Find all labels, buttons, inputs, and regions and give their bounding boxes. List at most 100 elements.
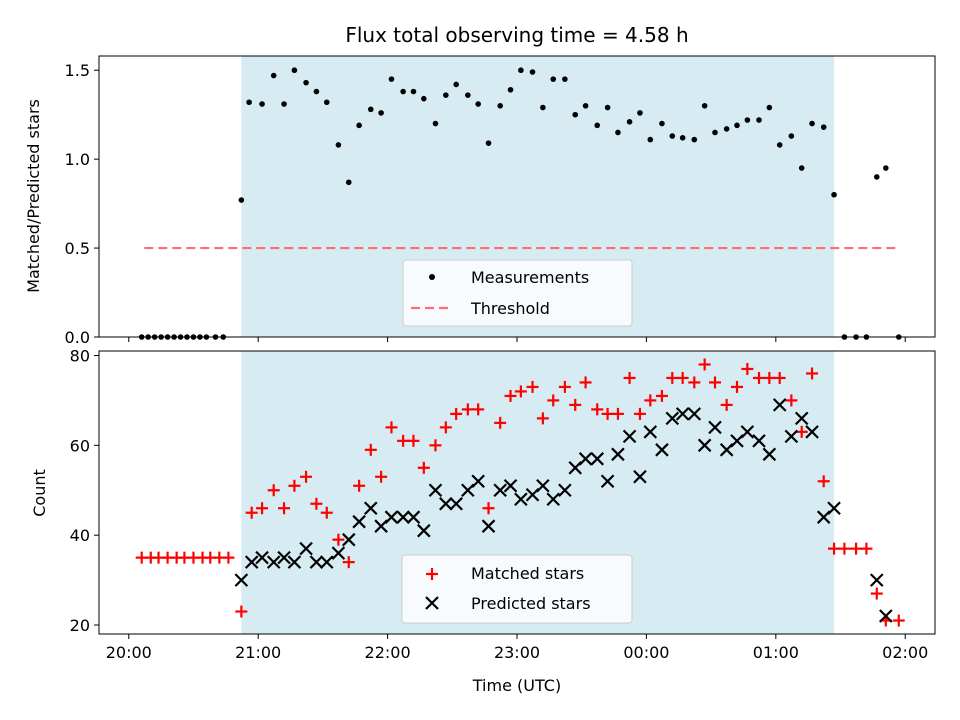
matched-star-point	[222, 551, 235, 564]
x-tick-label: 02:00	[882, 643, 928, 662]
matched-star-point	[601, 407, 614, 420]
legend-predicted-label: Predicted stars	[471, 594, 591, 613]
measurement-point	[356, 122, 362, 129]
matched-star-point	[300, 470, 313, 483]
measurement-point	[291, 67, 298, 74]
matched-star-point	[450, 407, 463, 420]
measurement-point	[712, 129, 718, 136]
measurement-point	[238, 197, 245, 203]
measurement-point	[582, 102, 589, 109]
predicted-star-point	[493, 483, 507, 498]
measurement-point	[497, 102, 503, 109]
matched-star-point	[892, 614, 905, 627]
measurement-point	[691, 136, 698, 143]
y-tick-label: 40	[70, 526, 90, 545]
measurement-point	[572, 111, 579, 118]
predicted-star-point	[309, 555, 324, 569]
matched-star-point	[817, 475, 830, 488]
predicted-star-point	[784, 429, 799, 444]
matched-star-point	[579, 376, 592, 389]
measurement-point	[400, 88, 406, 95]
predicted-star-point	[805, 425, 819, 439]
matched-star-point	[741, 362, 754, 375]
predicted-star-point	[352, 514, 366, 529]
predicted-star-point	[772, 398, 787, 412]
legend-threshold-label: Threshold	[470, 299, 550, 318]
predicted-star-point	[643, 425, 658, 439]
predicted-star-point	[869, 573, 884, 587]
predicted-star-point	[428, 483, 443, 498]
predicted-star-point	[439, 496, 453, 511]
matched-star-point	[753, 371, 765, 384]
count-points	[135, 358, 905, 627]
measurement-point	[529, 69, 536, 75]
y-tick-label: 20	[70, 616, 90, 635]
matched-star-point	[504, 389, 517, 402]
measurement-point	[550, 76, 557, 82]
predicted-star-point	[611, 447, 625, 462]
top-y-axis: 0.0 0.5 1.0 1.5	[65, 61, 99, 347]
predicted-star-point	[341, 532, 356, 547]
matched-star-point	[245, 506, 258, 519]
matched-star-point	[763, 371, 776, 384]
measurement-point	[766, 104, 773, 111]
matched-star-point	[795, 425, 808, 438]
measurement-point	[659, 120, 665, 127]
matched-star-point	[256, 502, 269, 515]
predicted-star-point	[794, 411, 809, 426]
matched-star-point	[397, 434, 410, 447]
bottom-y-axis: 20 40 60 80	[70, 346, 99, 635]
matched-star-point	[828, 542, 841, 555]
predicted-star-point	[827, 501, 841, 516]
matched-star-point	[472, 403, 485, 416]
measurement-point	[281, 101, 287, 107]
predicted-star-point	[762, 447, 777, 462]
predicted-star-point	[299, 541, 313, 556]
measurement-point	[744, 117, 751, 123]
y-tick-label: 60	[70, 436, 90, 455]
measurement-point	[798, 165, 805, 171]
measurement-point	[669, 133, 676, 139]
matched-star-point	[644, 394, 657, 407]
measurement-point	[388, 76, 395, 82]
measurement-point	[883, 165, 889, 171]
predicted-star-point	[687, 407, 702, 421]
matched-star-point	[785, 394, 798, 407]
predicted-star-point	[546, 492, 561, 507]
measurement-point	[432, 120, 439, 127]
matched-star-point	[569, 398, 582, 411]
x-tick-label: 00:00	[623, 643, 669, 662]
measurement-point	[246, 99, 252, 106]
bottom-panel: 20 40 60 80 20:00 21:00 22:00 23:00 00:00 01:00 0…	[30, 346, 936, 695]
measurement-point	[594, 122, 601, 129]
measurement-points	[138, 67, 902, 340]
matched-star-point	[688, 376, 701, 389]
bottom-x-axis: 20:00 21:00 22:00 23:00 00:00 01:00 02:00	[106, 634, 928, 662]
measurement-point	[453, 81, 459, 88]
y-tick-label: 0.5	[65, 239, 90, 258]
y-tick-label: 1.0	[65, 150, 90, 169]
predicted-star-point	[622, 429, 637, 444]
measurement-point	[788, 133, 795, 139]
top-x-ticks	[128, 337, 906, 342]
measurement-point	[378, 110, 384, 116]
measurement-point	[615, 129, 621, 136]
measurement-point	[507, 86, 514, 93]
predicted-star-point	[449, 496, 463, 511]
x-axis-label: Time (UTC)	[472, 676, 561, 695]
predicted-star-point	[675, 407, 690, 421]
matched-star-point	[611, 407, 624, 420]
legend-matched-label: Matched stars	[471, 564, 584, 583]
matched-star-point	[439, 421, 452, 434]
matched-star-point	[514, 385, 527, 398]
predicted-star-point	[481, 519, 496, 533]
x-tick-label: 01:00	[753, 643, 799, 662]
top-legend-box	[402, 259, 633, 327]
top-y-axis-label: Matched/Predicted stars	[24, 99, 43, 293]
bottom-legend: Matched stars Predicted stars	[401, 554, 633, 624]
predicted-star-point	[633, 469, 647, 484]
measurement-point	[475, 101, 481, 107]
x-tick-label: 23:00	[494, 643, 540, 662]
predicted-star-point	[536, 478, 550, 493]
